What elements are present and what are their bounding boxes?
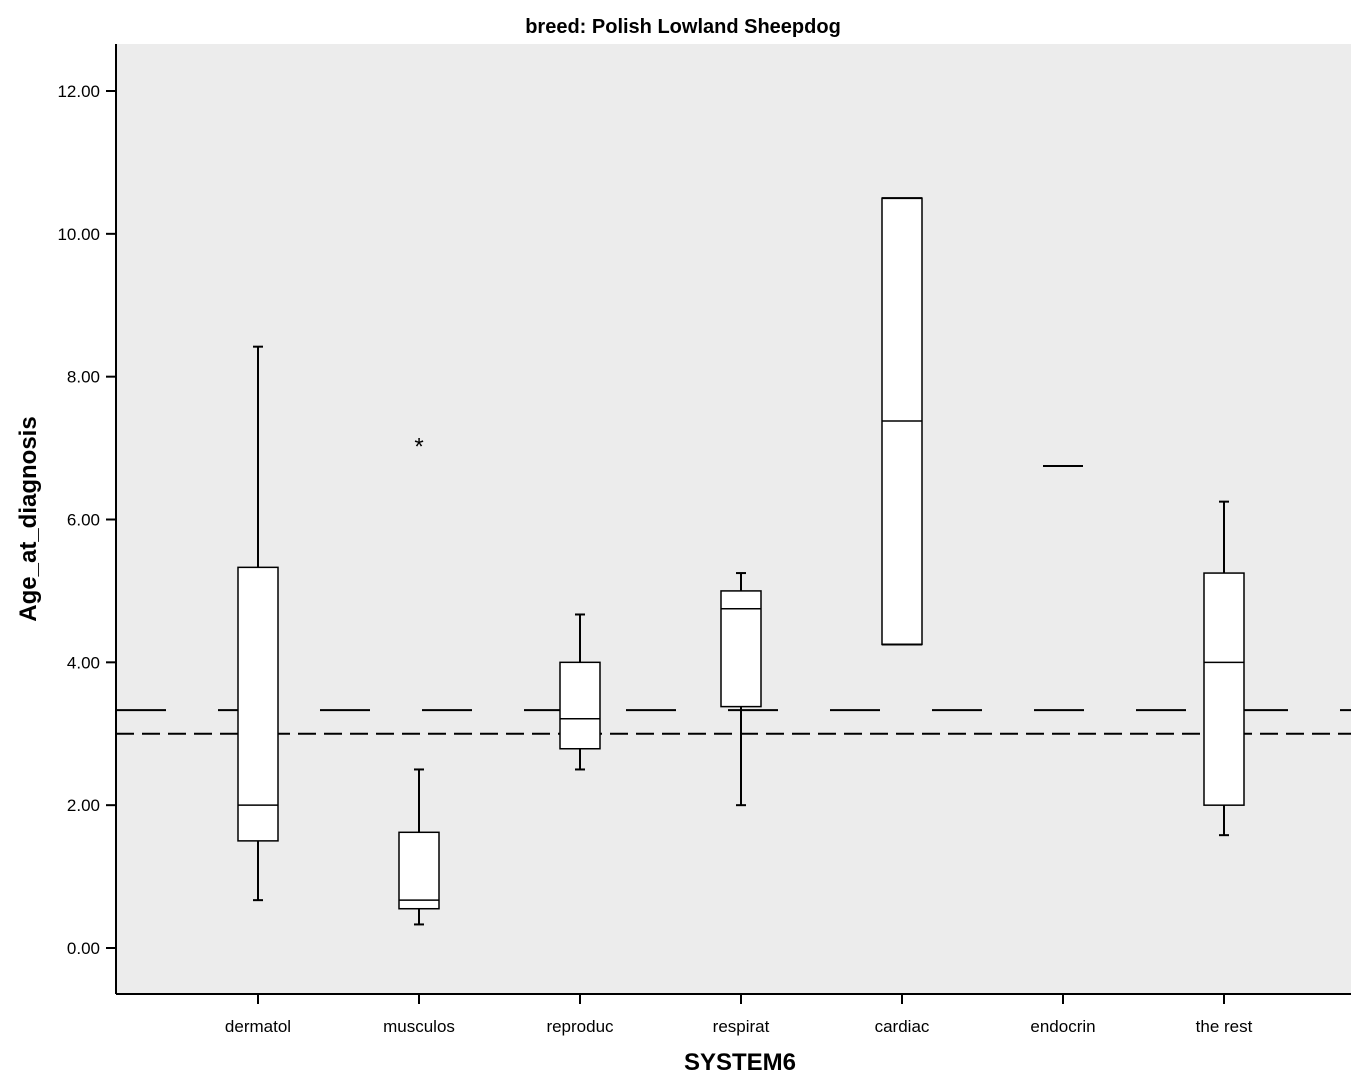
x-tick-label: respirat: [713, 1017, 770, 1036]
boxplot-dermatol: [237, 345, 279, 902]
x-tick-label: reproduc: [546, 1017, 614, 1036]
boxplot-musculos: *: [398, 433, 440, 926]
x-tick-label: the rest: [1196, 1017, 1253, 1036]
y-tick-label: 0.00: [67, 939, 100, 958]
boxplots: *: [237, 197, 1245, 926]
x-axis: dermatol musculos reproduc respirat cardiac e…: [116, 993, 1351, 1036]
plot-background: [116, 44, 1351, 994]
chart-title: breed: Polish Lowland Sheepdog: [525, 16, 841, 38]
boxplot-cardiac: [881, 197, 923, 646]
y-axis-title: Age_at_diagnosis: [15, 416, 42, 621]
box: [398, 831, 440, 910]
x-tick-label: cardiac: [875, 1017, 930, 1036]
y-tick-label: 2.00: [67, 796, 100, 815]
extreme-marker: *: [414, 433, 423, 460]
x-tick-label: dermatol: [225, 1017, 291, 1036]
reference-lines: [116, 709, 1351, 735]
y-tick-label: 12.00: [57, 82, 100, 101]
x-axis-title: SYSTEM6: [684, 1049, 796, 1074]
y-tick-label: 8.00: [67, 368, 100, 387]
y-tick-label: 10.00: [57, 225, 100, 244]
y-tick-label: 4.00: [67, 653, 100, 672]
boxplot-respirat: [720, 572, 762, 807]
box: [1203, 572, 1245, 806]
x-tick-label: endocrin: [1030, 1017, 1095, 1036]
y-axis: 0.00 2.00 4.00 6.00 8.00 10.00 12.00: [57, 44, 117, 994]
boxplot-reproduc: [559, 613, 601, 771]
box: [720, 590, 762, 708]
box: [559, 661, 601, 750]
boxplot-the-rest: [1203, 500, 1245, 837]
y-tick-label: 6.00: [67, 511, 100, 530]
x-tick-label: musculos: [383, 1017, 455, 1036]
box: [237, 566, 279, 842]
